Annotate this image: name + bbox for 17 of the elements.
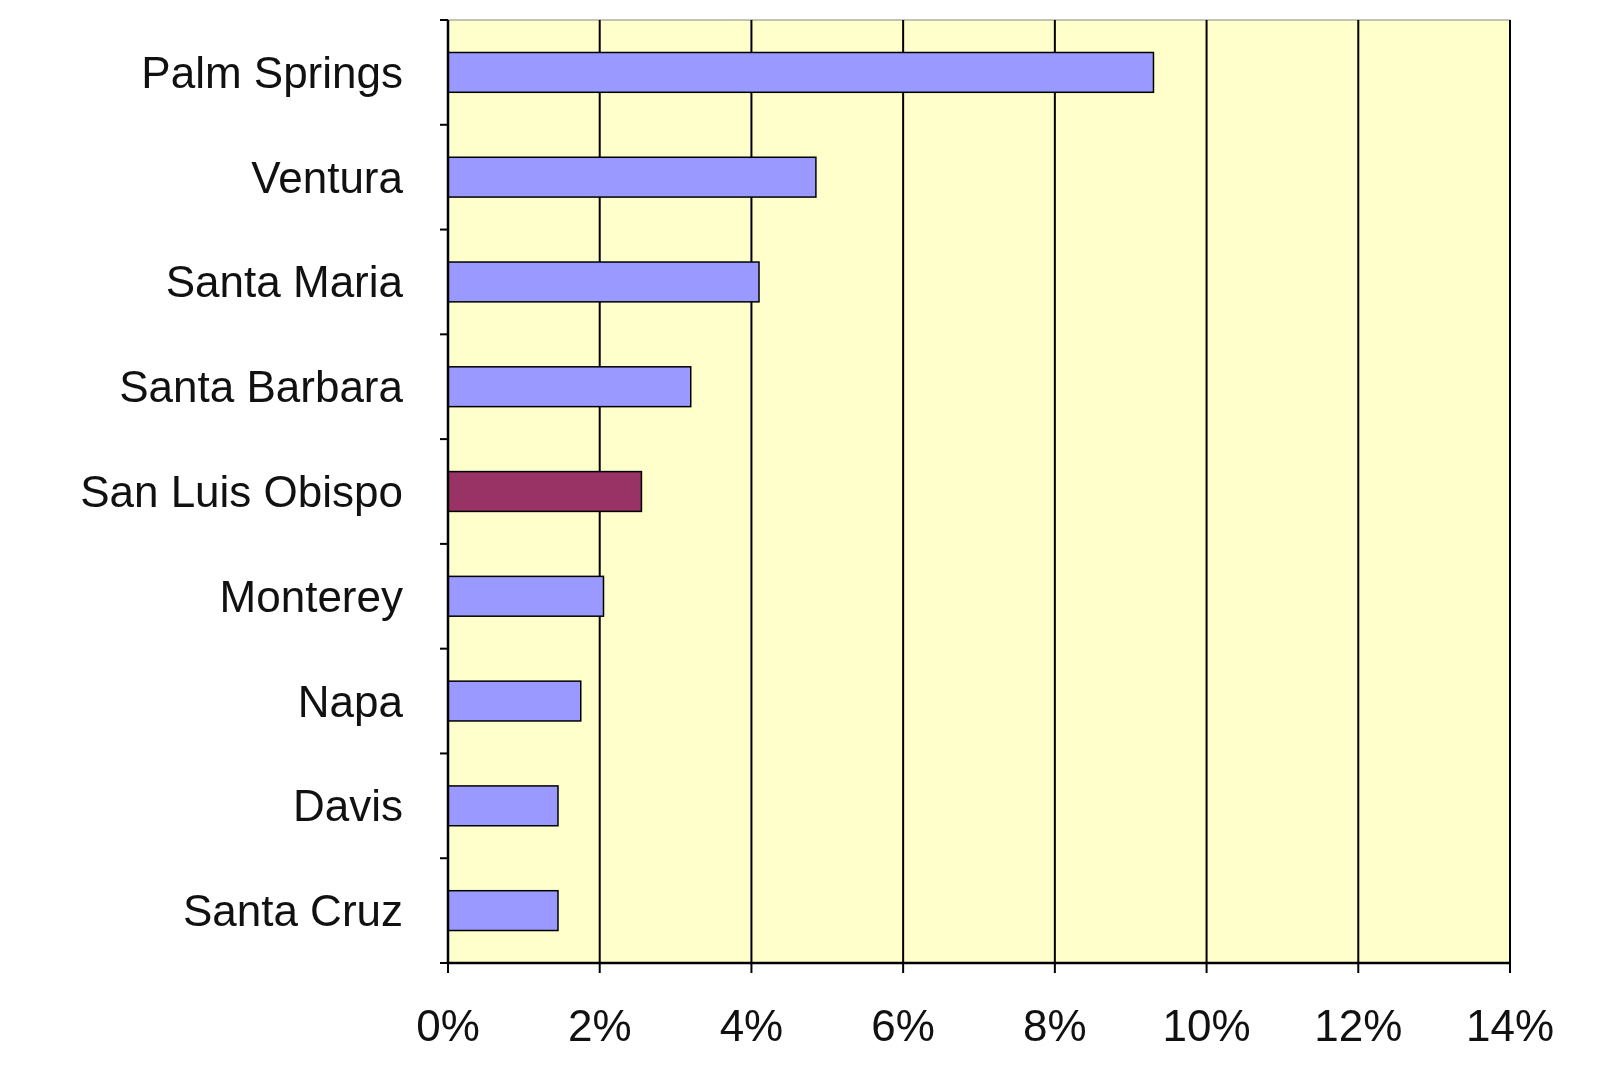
x-tick-label: 4% — [719, 1001, 784, 1050]
y-tick-label: Napa — [297, 676, 404, 726]
y-tick-label: Santa Barbara — [119, 362, 404, 412]
y-tick-label: Santa Maria — [165, 257, 404, 307]
y-tick-label: Davis — [292, 781, 403, 831]
y-tick-label: Monterey — [219, 571, 403, 621]
y-tick-label: Santa Cruz — [182, 886, 403, 936]
x-tick-label: 0% — [416, 1001, 480, 1050]
x-tick-label: 6% — [871, 1001, 935, 1050]
x-tick-label: 10% — [1162, 1001, 1251, 1050]
y-tick-label: Ventura — [251, 152, 404, 202]
x-tick-label: 8% — [1023, 1001, 1087, 1050]
x-tick-label: 14% — [1465, 1001, 1555, 1050]
y-tick-label: San Luis Obispo — [80, 467, 403, 516]
x-tick-label: 2% — [567, 1001, 632, 1050]
y-tick-label: Palm Springs — [141, 47, 403, 97]
x-tick-label: 12% — [1314, 1001, 1403, 1050]
